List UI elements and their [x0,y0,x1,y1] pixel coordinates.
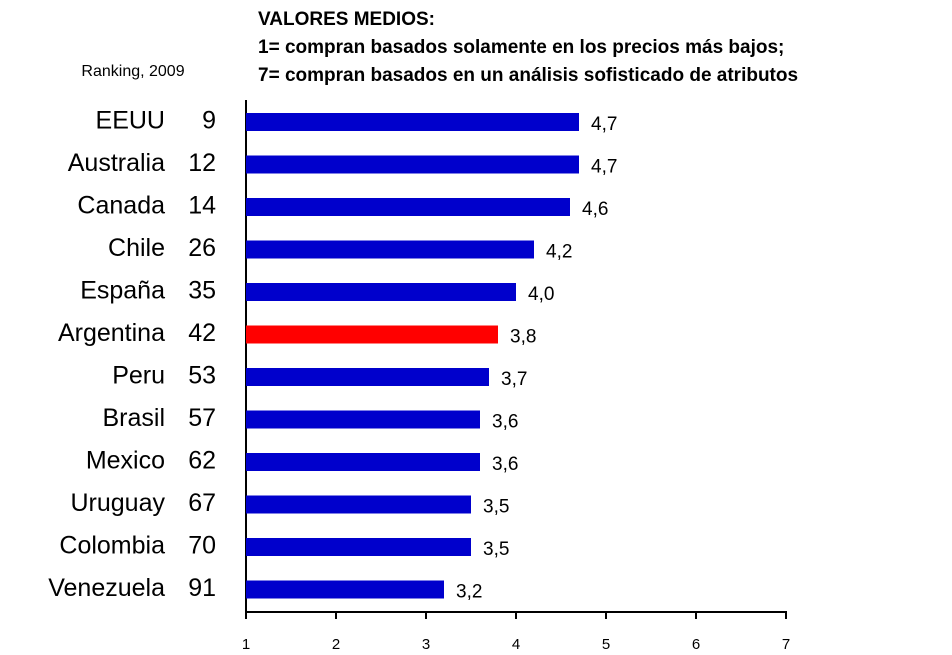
value-label: 4,7 [591,157,617,178]
ranking-label: 91 [188,574,216,602]
value-label: 4,0 [528,284,554,305]
bar [246,198,570,216]
bar [246,453,480,471]
ranking-label: 14 [188,192,216,220]
x-tick-label: 6 [692,636,700,653]
bar [246,325,498,344]
x-tick-label: 7 [782,636,790,653]
category-label: Peru [112,362,165,390]
x-tick-label: 3 [422,636,430,653]
category-label: Argentina [58,319,165,347]
bar [246,495,471,514]
value-label: 3,2 [456,582,482,603]
x-tick-label: 2 [332,636,340,653]
ranking-label: 26 [188,234,216,262]
bar [246,283,516,301]
ranking-label: 12 [188,149,216,177]
ranking-label: 67 [188,489,216,517]
ranking-label: 42 [188,319,216,347]
category-label: Chile [108,234,165,262]
bar [246,240,534,259]
bar [246,368,489,386]
chart-subtitle: 1= compran basados solamente en los prec… [258,37,784,58]
category-label: Uruguay [71,489,166,517]
value-label: 3,8 [510,327,536,348]
value-label: 4,6 [582,199,608,220]
value-label: 4,2 [546,242,572,263]
chart-title: VALORES MEDIOS: [258,9,435,30]
value-label: 3,7 [501,369,527,390]
ranking-label: 62 [188,447,216,475]
category-label: Colombia [59,532,165,560]
ranking-label: 53 [188,362,216,390]
bar [246,538,471,556]
bar [246,580,444,599]
category-label: España [80,277,165,305]
bar [246,113,579,131]
bar [246,410,480,429]
value-label: 3,5 [483,497,509,518]
value-label: 3,5 [483,539,509,560]
bar [246,155,579,174]
ranking-label: 9 [202,107,216,135]
value-label: 4,7 [591,114,617,135]
category-label: Brasil [102,404,165,432]
category-label: Canada [77,192,165,220]
ranking-label: 70 [188,532,216,560]
x-tick-label: 1 [242,636,250,653]
ranking-label: 57 [188,404,216,432]
category-label: Venezuela [48,574,165,602]
ranking-label: 35 [188,277,216,305]
category-label: EEUU [96,107,165,135]
x-tick-label: 4 [512,636,520,653]
value-label: 3,6 [492,454,518,475]
rank-label: Ranking, 2009 [81,63,184,80]
category-label: Australia [68,149,165,177]
value-label: 3,6 [492,412,518,433]
category-label: Mexico [86,447,165,475]
x-tick-label: 5 [602,636,610,653]
chart-subtitle: 7= compran basados en un análisis sofist… [258,65,798,86]
